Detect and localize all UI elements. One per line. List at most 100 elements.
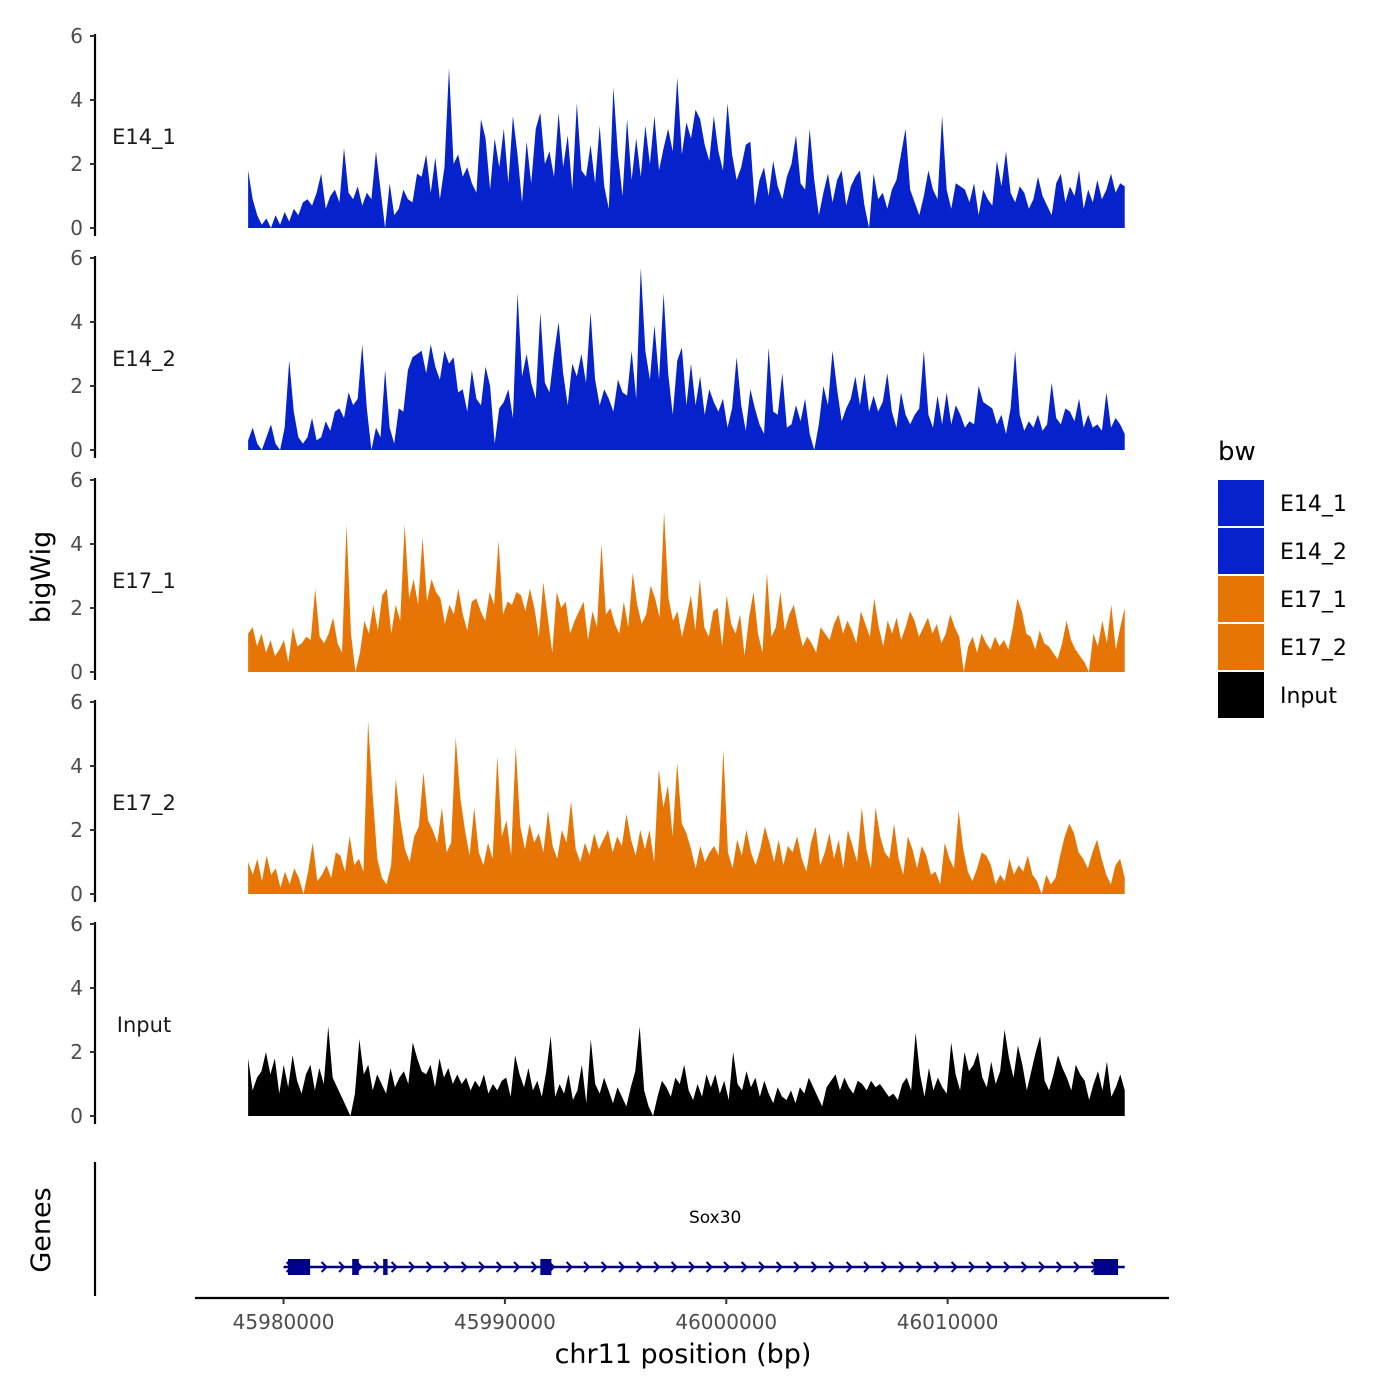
track-label: Input xyxy=(117,1013,171,1037)
strand-arrow xyxy=(810,1261,818,1273)
legend-label: E14_2 xyxy=(1280,540,1347,565)
strand-arrow xyxy=(425,1261,433,1273)
y-tick-label: 0 xyxy=(70,438,83,462)
strand-arrow xyxy=(985,1261,993,1273)
strand-arrow xyxy=(968,1261,976,1273)
strand-arrow xyxy=(443,1261,451,1273)
strand-arrow xyxy=(478,1261,486,1273)
strand-arrow xyxy=(898,1261,906,1273)
signal-area-e14-1 xyxy=(248,68,1125,228)
y-tick-label: 4 xyxy=(70,310,83,334)
y-tick-label: 6 xyxy=(70,690,83,714)
track-label: E17_1 xyxy=(112,569,176,594)
x-tick-label: 46000000 xyxy=(675,1310,777,1334)
strand-arrow xyxy=(513,1261,521,1273)
y-tick-label: 4 xyxy=(70,754,83,778)
strand-arrow xyxy=(670,1261,678,1273)
strand-arrow xyxy=(373,1261,381,1273)
y-tick-label: 4 xyxy=(70,88,83,112)
strand-arrow xyxy=(950,1261,958,1273)
strand-arrow xyxy=(880,1261,888,1273)
strand-arrow xyxy=(1038,1261,1046,1273)
strand-arrow xyxy=(775,1261,783,1273)
x-tick-label: 45980000 xyxy=(233,1310,335,1334)
strand-arrow xyxy=(723,1261,731,1273)
x-axis-title: chr11 position (bp) xyxy=(555,1339,812,1370)
legend-key-e17-1 xyxy=(1218,576,1264,622)
legend-key-e14-1 xyxy=(1218,480,1264,526)
strand-arrow xyxy=(320,1261,328,1273)
y-tick-label: 2 xyxy=(70,1040,83,1064)
strand-arrow xyxy=(600,1261,608,1273)
strand-arrow xyxy=(1055,1261,1063,1273)
signal-area-e14-2 xyxy=(248,267,1125,450)
legend-label: E17_2 xyxy=(1280,636,1347,661)
y-axis-title: bigWig xyxy=(26,531,57,624)
gene-sox30: Sox30 xyxy=(283,1208,1125,1275)
y-tick-label: 6 xyxy=(70,24,83,48)
exon xyxy=(287,1259,311,1275)
exon xyxy=(383,1259,388,1275)
x-axis: 45980000 45990000 46000000 46010000 xyxy=(195,1296,1169,1334)
strand-arrow xyxy=(933,1261,941,1273)
track-e14-2: 0 2 4 6 E14_2 xyxy=(70,246,1125,462)
strand-arrow xyxy=(635,1261,643,1273)
track-label: E14_1 xyxy=(112,125,176,150)
strand-arrow xyxy=(390,1261,398,1273)
strand-arrow xyxy=(408,1261,416,1273)
track-label: E14_2 xyxy=(112,347,176,372)
strand-arrow xyxy=(793,1261,801,1273)
track-e14-1: 0 2 4 6 E14_1 xyxy=(70,24,1125,240)
y-tick-label: 4 xyxy=(70,532,83,556)
strand-arrow xyxy=(530,1261,538,1273)
y-tick-label: 2 xyxy=(70,152,83,176)
legend: bw E14_1 E14_2 E17_1 E17_2 Input xyxy=(1218,437,1347,718)
strand-arrow xyxy=(583,1261,591,1273)
legend-key-e17-2 xyxy=(1218,624,1264,670)
legend-key-input xyxy=(1218,672,1264,718)
exon xyxy=(1093,1259,1119,1275)
legend-key-e14-2 xyxy=(1218,528,1264,574)
strand-arrow xyxy=(688,1261,696,1273)
strand-arrow xyxy=(618,1261,626,1273)
signal-area-e17-2 xyxy=(248,721,1125,894)
strand-arrow xyxy=(495,1261,503,1273)
track-e17-2: 0 2 4 6 E17_2 xyxy=(70,690,1125,906)
y-tick-label: 0 xyxy=(70,882,83,906)
track-e17-1: 0 2 4 6 E17_1 xyxy=(70,468,1125,684)
track-label: E17_2 xyxy=(112,791,176,816)
strand-arrow xyxy=(1020,1261,1028,1273)
legend-label: E14_1 xyxy=(1280,492,1347,517)
genes-panel: Sox30 xyxy=(93,1162,1125,1296)
legend-label: E17_1 xyxy=(1280,588,1347,613)
strand-arrow xyxy=(740,1261,748,1273)
strand-arrow xyxy=(460,1261,468,1273)
legend-label: Input xyxy=(1280,684,1337,709)
y-tick-label: 2 xyxy=(70,374,83,398)
y-tick-label: 0 xyxy=(70,216,83,240)
gene-label: Sox30 xyxy=(689,1208,741,1228)
signal-tracks: 0 2 4 6 E14_1 0 2 4 6 E14_2 0 2 4 6 E17_1 0 2 4 6 E17_2 0 2 4 6… xyxy=(70,24,1125,1128)
x-tick-label: 45990000 xyxy=(454,1310,556,1334)
y-tick-label: 0 xyxy=(70,660,83,684)
y-tick-label: 6 xyxy=(70,246,83,270)
strand-arrow xyxy=(863,1261,871,1273)
y-tick-label: 2 xyxy=(70,596,83,620)
y-tick-label: 6 xyxy=(70,912,83,936)
strand-arrow xyxy=(653,1261,661,1273)
strand-arrow xyxy=(565,1261,573,1273)
y-tick-label: 4 xyxy=(70,976,83,1000)
track-input: 0 2 4 6 Input xyxy=(70,912,1125,1128)
strand-arrow xyxy=(828,1261,836,1273)
genes-axis-title: Genes xyxy=(26,1187,57,1272)
strand-arrow xyxy=(1003,1261,1011,1273)
strand-arrow xyxy=(705,1261,713,1273)
legend-title: bw xyxy=(1218,437,1256,467)
exon xyxy=(540,1259,552,1275)
y-tick-label: 2 xyxy=(70,818,83,842)
signal-area-input xyxy=(248,1026,1125,1116)
x-tick-label: 46010000 xyxy=(897,1310,999,1334)
strand-arrow xyxy=(1073,1261,1081,1273)
signal-area-e17-1 xyxy=(248,512,1125,672)
strand-arrow xyxy=(338,1261,346,1273)
